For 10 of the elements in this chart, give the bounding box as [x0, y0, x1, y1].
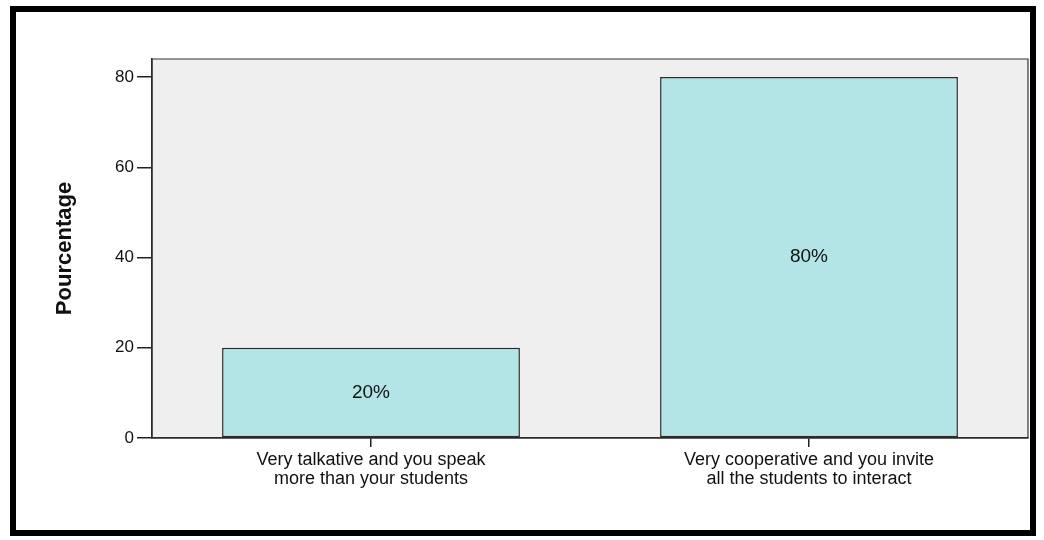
y-tick-label: 20: [115, 337, 134, 357]
data-label: 80%: [789, 245, 829, 267]
y-axis-title: Pourcentage: [51, 181, 77, 316]
y-tick-label: 0: [124, 427, 134, 447]
y-tick-label: 60: [115, 156, 134, 176]
y-tick-label: 80: [115, 66, 134, 86]
data-label: 20%: [351, 380, 391, 402]
y-tick-label: 40: [115, 247, 134, 267]
x-tick-label: Very cooperative and you invite all the students to interact: [683, 449, 935, 489]
x-tick-label: Very talkative and you speak more than your students: [256, 449, 487, 489]
